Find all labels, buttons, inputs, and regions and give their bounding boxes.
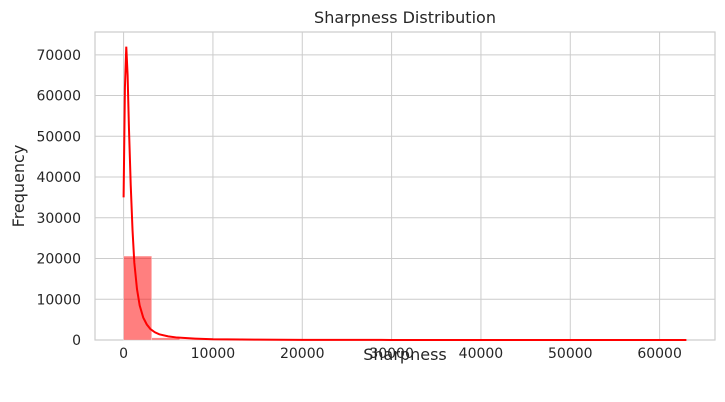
x-tick-label: 30000: [369, 346, 414, 362]
y-tick-label: 10000: [36, 292, 81, 308]
grid: [95, 32, 715, 341]
x-axis-label: Sharpness: [363, 345, 447, 364]
y-ticks: 0 10000 20000 30000 40000 50000 60000 70000: [36, 48, 81, 349]
y-axis-label: Frequency: [9, 145, 28, 228]
x-tick-label: 0: [119, 346, 128, 362]
x-tick-label: 50000: [548, 346, 593, 362]
histogram-bar: [151, 337, 181, 341]
y-tick-label: 30000: [36, 211, 81, 227]
y-tick-label: 20000: [36, 252, 81, 268]
y-tick-label: 40000: [36, 170, 81, 186]
kde-curve: [122, 46, 687, 341]
plot-area: [94, 31, 716, 341]
y-tick-label: 60000: [36, 89, 81, 105]
x-tick-label: 60000: [637, 346, 682, 362]
x-tick-label: 20000: [280, 346, 325, 362]
y-tick-label: 70000: [36, 48, 81, 64]
x-tick-label: 40000: [459, 346, 504, 362]
chart-title: Sharpness Distribution: [314, 8, 496, 27]
y-tick-label: 0: [72, 333, 81, 349]
y-tick-label: 50000: [36, 129, 81, 145]
x-tick-label: 10000: [191, 346, 236, 362]
x-ticks: 0 10000 20000 30000 40000 50000 60000: [119, 346, 682, 362]
